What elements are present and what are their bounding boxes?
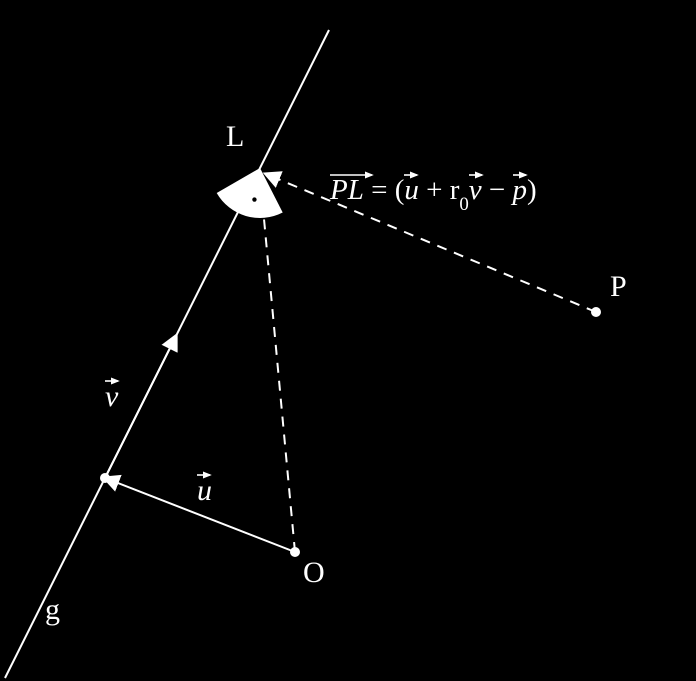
- label-v: v: [105, 380, 118, 414]
- label-u: u: [197, 474, 212, 508]
- label-O: O: [303, 556, 325, 590]
- point-P: [591, 307, 601, 317]
- label-P: P: [610, 270, 627, 304]
- point-O: [290, 547, 300, 557]
- label-g: g: [45, 593, 60, 627]
- right-angle-marker: [217, 168, 283, 218]
- right-angle-dot: [252, 197, 256, 201]
- label-equation: PL = ( u + r0 v − p ): [330, 174, 537, 212]
- point-on-g: [100, 473, 110, 483]
- label-L: L: [226, 120, 244, 154]
- vector-OL: [260, 176, 295, 552]
